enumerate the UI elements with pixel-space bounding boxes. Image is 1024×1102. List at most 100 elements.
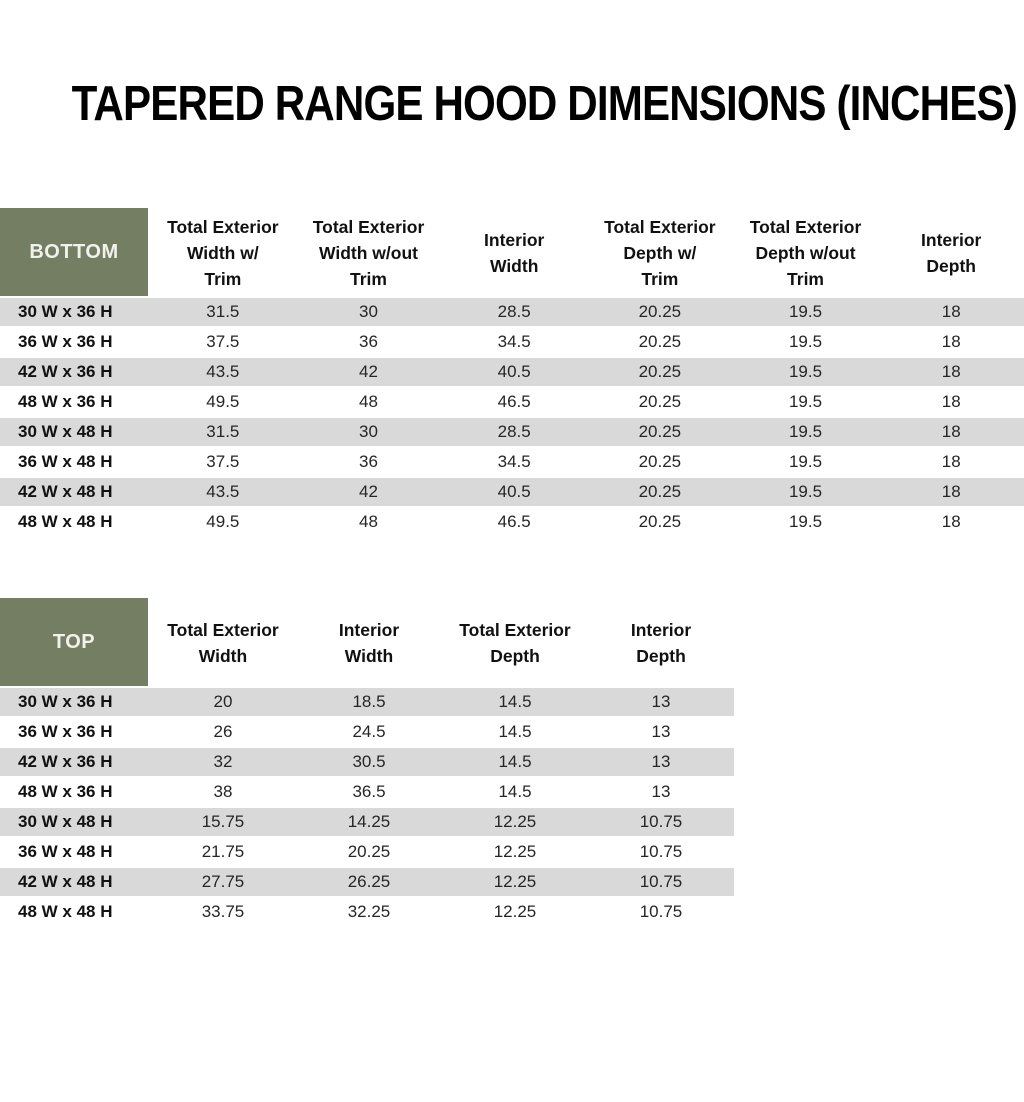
bottom_table-value-r0-c1: 30 <box>359 302 378 321</box>
bottom_table-value-r5-c1: 36 <box>359 452 378 471</box>
bottom_table-value-r3-c0: 49.5 <box>206 392 240 411</box>
top_table-row-label: 48 W x 48 H <box>18 902 113 921</box>
table-row: 42 W x 48 H 43.5 42 40.5 20.25 19.5 18 <box>0 478 1024 508</box>
bottom_table-value-r0-c4: 19.5 <box>788 302 823 321</box>
top_table-row-label: 30 W x 36 H <box>18 692 113 711</box>
table-row: 36 W x 36 H 26 24.5 14.5 13 <box>0 718 734 748</box>
top_table-value-r0-c0: 20 <box>213 692 233 711</box>
bottom_table-value-r5-c5: 18 <box>941 452 961 471</box>
top_table-header-row: TOP Total Exterior Width Interior Width Tot… <box>0 598 734 688</box>
bottom_table-value-r4-c3: 20.25 <box>638 422 682 441</box>
bottom_table-value-r1-c3: 20.25 <box>638 332 682 351</box>
table-row: 48 W x 36 H 38 36.5 14.5 13 <box>0 778 734 808</box>
bottom_table-value-r0-c5: 18 <box>941 302 961 321</box>
top_table-row-label: 48 W x 36 H <box>18 782 113 801</box>
top_table-value-r7-c1: 32.25 <box>347 902 391 921</box>
bottom_table-value-r2-c4: 19.5 <box>788 362 823 381</box>
top_table-value-r7-c2: 12.25 <box>493 902 537 921</box>
table-row: 48 W x 48 H 49.5 48 46.5 20.25 19.5 18 <box>0 508 1024 538</box>
bottom_table-row-label: 30 W x 48 H <box>18 422 113 441</box>
bottom_table-value-r4-c0: 31.5 <box>206 422 240 441</box>
bottom_table-column-header-5: Interior Depth <box>921 230 982 276</box>
bottom_table-value-r5-c4: 19.5 <box>788 452 823 471</box>
bottom_table-row-label: 42 W x 48 H <box>18 482 113 501</box>
top_table-value-r0-c1: 18.5 <box>352 692 386 711</box>
bottom-dimensions-table: BOTTOM Total Exterior Width w/ Trim Total … <box>0 208 1024 538</box>
table-row: 42 W x 48 H 27.75 26.25 12.25 10.75 <box>0 868 734 898</box>
bottom_table-value-r0-c2: 28.5 <box>497 302 531 321</box>
top_table-value-r5-c3: 10.75 <box>639 842 683 861</box>
top_table-value-r0-c3: 13 <box>651 692 671 711</box>
bottom_table-value-r6-c2: 40.5 <box>497 482 531 501</box>
table-row: 30 W x 48 H 31.5 30 28.5 20.25 19.5 18 <box>0 418 1024 448</box>
bottom_table-value-r0-c3: 20.25 <box>638 302 682 321</box>
top_table-value-r5-c0: 21.75 <box>201 842 245 861</box>
bottom_table-value-r1-c0: 37.5 <box>206 332 240 351</box>
bottom_table-column-header-2: Interior Width <box>484 230 545 276</box>
bottom_table-value-r4-c4: 19.5 <box>788 422 823 441</box>
top_table-value-r6-c1: 26.25 <box>347 872 391 891</box>
top_table-value-r4-c2: 12.25 <box>493 812 537 831</box>
top_table-value-r2-c3: 13 <box>651 752 671 771</box>
top_table-value-r4-c3: 10.75 <box>639 812 683 831</box>
top_table-value-r1-c0: 26 <box>213 722 233 741</box>
bottom_table-row-label: 36 W x 36 H <box>18 332 113 351</box>
top_table-value-r5-c2: 12.25 <box>493 842 537 861</box>
bottom_table-value-r3-c3: 20.25 <box>638 392 682 411</box>
bottom_table-value-r7-c2: 46.5 <box>497 512 531 531</box>
top_table-column-header-3: Interior Depth <box>630 620 692 666</box>
top_table-value-r6-c0: 27.75 <box>201 872 245 891</box>
bottom_table-value-r3-c2: 46.5 <box>497 392 531 411</box>
bottom_table-value-r5-c2: 34.5 <box>497 452 531 471</box>
top_table-column-header-2: Total Exterior Depth <box>459 620 571 666</box>
top_table-value-r2-c2: 14.5 <box>498 752 532 771</box>
top_table-row-label: 30 W x 48 H <box>18 812 113 831</box>
bottom_table-row-label: 36 W x 48 H <box>18 452 113 471</box>
top_table-value-r4-c0: 15.75 <box>201 812 245 831</box>
bottom_table-value-r5-c0: 37.5 <box>206 452 240 471</box>
table-row: 30 W x 36 H 20 18.5 14.5 13 <box>0 688 734 718</box>
top_table-row-label: 42 W x 48 H <box>18 872 113 891</box>
bottom_table-value-r6-c3: 20.25 <box>638 482 682 501</box>
top_table-row-label: 36 W x 36 H <box>18 722 113 741</box>
bottom_table-value-r2-c2: 40.5 <box>497 362 531 381</box>
top_table-value-r6-c3: 10.75 <box>639 872 683 891</box>
top_table-value-r1-c2: 14.5 <box>498 722 532 741</box>
bottom_table-value-r7-c3: 20.25 <box>638 512 682 531</box>
bottom_table-row-label: 30 W x 36 H <box>18 302 113 321</box>
bottom_table-column-header-0: Total Exterior Width w/ Trim <box>167 217 279 289</box>
bottom_table-value-r1-c5: 18 <box>941 332 961 351</box>
table-row: 36 W x 48 H 37.5 36 34.5 20.25 19.5 18 <box>0 448 1024 478</box>
bottom_table-row-label: 42 W x 36 H <box>18 362 113 381</box>
top_table-value-r7-c3: 10.75 <box>639 902 683 921</box>
bottom_table-column-header-1: Total Exterior Width w/out Trim <box>312 217 425 289</box>
top_table-value-r7-c0: 33.75 <box>201 902 245 921</box>
table-row: 36 W x 48 H 21.75 20.25 12.25 10.75 <box>0 838 734 868</box>
bottom_table-column-header-3: Total Exterior Depth w/ Trim <box>604 217 716 289</box>
top_table-value-r0-c2: 14.5 <box>498 692 532 711</box>
top_table-value-r1-c1: 24.5 <box>352 722 386 741</box>
bottom_table-value-r5-c3: 20.25 <box>638 452 682 471</box>
table-row: 30 W x 36 H 31.5 30 28.5 20.25 19.5 18 <box>0 298 1024 328</box>
bottom_table-value-r6-c5: 18 <box>941 482 961 501</box>
bottom_table-value-r7-c1: 48 <box>359 512 378 531</box>
bottom_table-value-r4-c5: 18 <box>941 422 961 441</box>
bottom_table-value-r1-c2: 34.5 <box>497 332 531 351</box>
bottom_table-corner-label: BOTTOM <box>0 208 150 298</box>
top_table-value-r3-c3: 13 <box>651 782 671 801</box>
bottom_table-value-r3-c5: 18 <box>941 392 961 411</box>
bottom_table-value-r1-c1: 36 <box>359 332 378 351</box>
bottom_table-value-r4-c1: 30 <box>359 422 378 441</box>
top_table-value-r3-c0: 38 <box>213 782 233 801</box>
bottom_table-value-r2-c3: 20.25 <box>638 362 682 381</box>
table-row: 48 W x 48 H 33.75 32.25 12.25 10.75 <box>0 898 734 928</box>
top_table-value-r2-c1: 30.5 <box>352 752 386 771</box>
bottom_table-row-label: 48 W x 36 H <box>18 392 113 411</box>
top_table-value-r3-c2: 14.5 <box>498 782 532 801</box>
top_table-row-label: 36 W x 48 H <box>18 842 113 861</box>
bottom_table-column-header-4: Total Exterior Depth w/out Trim <box>749 217 862 289</box>
top_table-row-label: 42 W x 36 H <box>18 752 113 771</box>
bottom_table-value-r2-c0: 43.5 <box>206 362 240 381</box>
bottom_table-value-r7-c0: 49.5 <box>206 512 240 531</box>
table-row: 48 W x 36 H 49.5 48 46.5 20.25 19.5 18 <box>0 388 1024 418</box>
